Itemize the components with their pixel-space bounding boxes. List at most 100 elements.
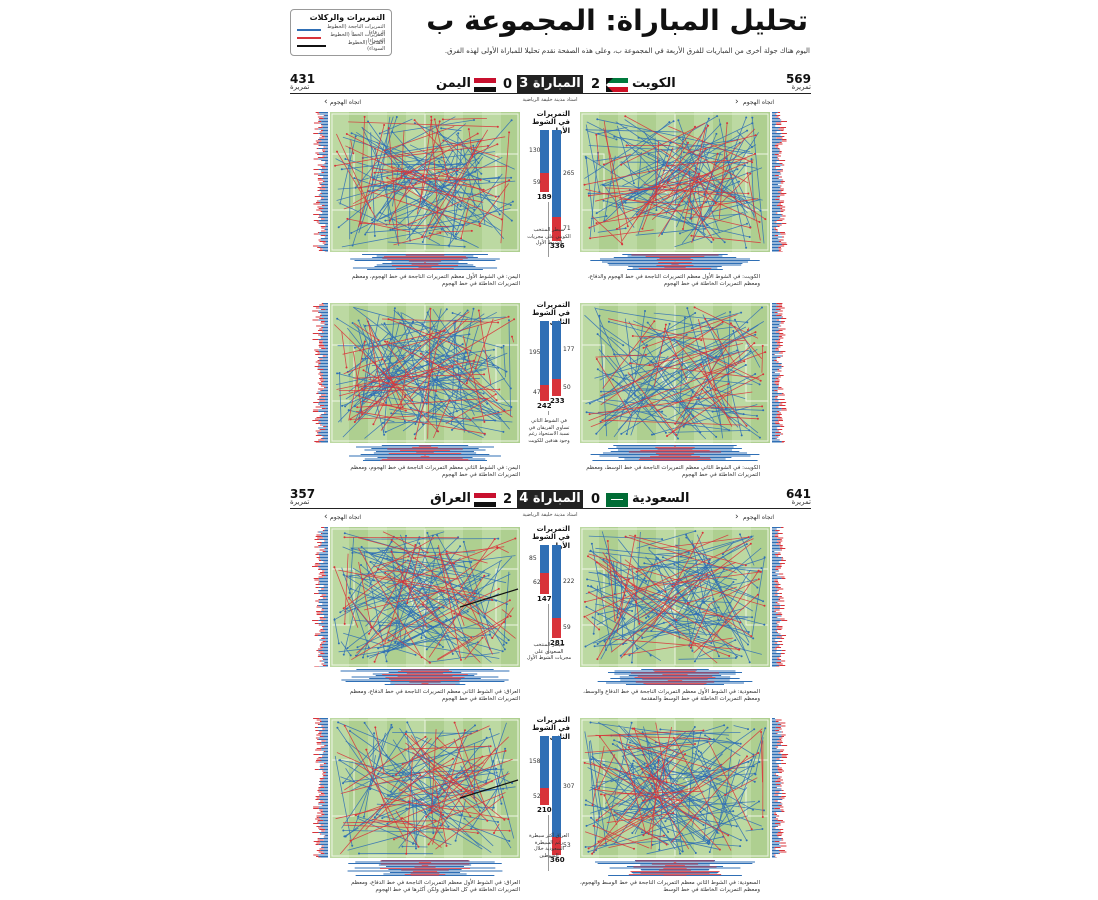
pass-line xyxy=(668,430,750,433)
pass-end xyxy=(747,536,750,539)
home-success-count: 307 xyxy=(563,782,575,790)
pass-end xyxy=(630,721,633,724)
pass-end xyxy=(363,721,366,724)
pass-end xyxy=(338,759,341,762)
pass-end xyxy=(751,116,754,119)
pass-end xyxy=(758,221,761,223)
pass-end xyxy=(417,163,420,166)
pass-end xyxy=(746,172,749,175)
pass-line xyxy=(383,797,509,820)
home-team-name: السعودية xyxy=(632,491,690,506)
pass-line xyxy=(586,411,730,431)
pass-end xyxy=(692,730,695,733)
pass-end xyxy=(488,728,491,731)
pass-end xyxy=(585,799,587,802)
pass-line xyxy=(371,167,465,180)
pass-end xyxy=(419,774,422,777)
pass-end xyxy=(501,796,504,799)
pass-end xyxy=(488,180,491,183)
pass-line xyxy=(615,121,668,157)
pass-line xyxy=(379,199,425,220)
pass-end xyxy=(510,119,513,122)
pass-end xyxy=(758,383,761,386)
pass-end xyxy=(694,743,696,745)
pass-end xyxy=(717,618,720,621)
home-pass-total-label: تمريرة xyxy=(791,498,811,506)
pass-line xyxy=(586,129,682,133)
pass-line xyxy=(584,120,674,179)
pass-line xyxy=(718,123,728,220)
pass-line xyxy=(431,617,472,638)
attack-direction-away: اتجاه الهجوم xyxy=(330,514,362,521)
pass-line xyxy=(418,543,448,608)
pass-end xyxy=(708,851,711,853)
pass-end xyxy=(745,424,748,427)
pass-end xyxy=(508,319,510,322)
pass-line xyxy=(680,351,751,419)
bottom-distribution-home xyxy=(590,445,760,461)
pass-line xyxy=(482,349,512,389)
pass-end xyxy=(602,199,605,202)
pass-line xyxy=(346,327,424,425)
pass-line xyxy=(637,142,671,235)
pass-end xyxy=(474,170,477,173)
pass-line xyxy=(371,394,501,416)
pass-end xyxy=(492,806,495,809)
pass-line xyxy=(420,568,471,577)
pass-line xyxy=(701,388,731,421)
pass-line xyxy=(595,354,646,358)
pass-end xyxy=(491,598,494,601)
pass-line xyxy=(387,341,496,393)
pass-end xyxy=(754,331,757,334)
pass-end xyxy=(690,327,693,330)
pass-line xyxy=(639,388,675,390)
pass-line xyxy=(602,551,637,603)
pass-line xyxy=(412,751,462,791)
pass-line xyxy=(343,169,458,210)
pass-end xyxy=(486,819,489,822)
pass-line xyxy=(356,618,396,654)
success-bar xyxy=(552,736,561,838)
pass-line xyxy=(363,590,444,611)
pass-end xyxy=(735,825,738,828)
pass-line xyxy=(682,126,707,230)
pass-end xyxy=(360,564,362,566)
pass-end xyxy=(735,655,738,658)
pass-end xyxy=(458,376,461,378)
pass-end xyxy=(728,655,731,657)
pass-line xyxy=(436,534,457,571)
pass-end xyxy=(355,654,357,657)
pass-line xyxy=(349,536,355,593)
pass-line xyxy=(397,570,486,644)
pass-end xyxy=(598,787,600,790)
pass-end xyxy=(394,617,397,620)
pass-line xyxy=(666,391,732,437)
pass-line xyxy=(700,752,733,828)
pass-line xyxy=(633,728,664,808)
pass-line xyxy=(620,122,706,166)
pass-end xyxy=(378,630,381,633)
pass-line xyxy=(596,749,685,821)
pass-end xyxy=(596,643,599,645)
pass-end xyxy=(459,814,462,817)
pass-line xyxy=(691,173,728,219)
side-distribution-away xyxy=(312,527,328,667)
pass-line xyxy=(685,406,763,409)
pass-line xyxy=(443,140,500,158)
pass-line xyxy=(391,551,428,629)
pass-line xyxy=(637,151,642,194)
pass-end xyxy=(754,134,757,137)
pass-end xyxy=(386,340,389,343)
pass-line xyxy=(374,727,385,774)
pass-end xyxy=(513,318,516,321)
pass-end xyxy=(694,530,697,533)
away-score: 2 xyxy=(503,492,513,507)
pass-end xyxy=(483,574,486,577)
pass-line xyxy=(604,795,618,826)
pass-end xyxy=(479,578,482,581)
pass-line xyxy=(372,745,490,770)
pass-line xyxy=(665,813,709,845)
pass-end xyxy=(496,546,499,548)
pass-end xyxy=(747,192,750,195)
pass-end xyxy=(703,601,706,604)
